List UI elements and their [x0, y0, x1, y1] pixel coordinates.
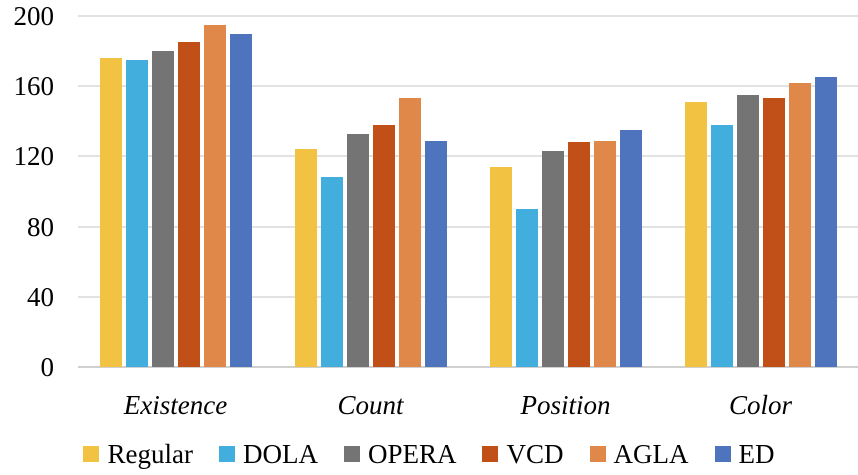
bar-ed-count — [424, 141, 447, 367]
y-axis-tick-label: 80 — [27, 211, 54, 242]
bar-dola-position — [515, 209, 538, 367]
bar-agla-color — [788, 83, 811, 367]
bar-ed-existence — [229, 34, 252, 367]
legend-item-ed: ED — [714, 438, 775, 470]
bar-regular-position — [489, 167, 512, 367]
x-axis-category-label: Color — [728, 390, 793, 420]
y-axis-tick-label: 160 — [13, 71, 55, 102]
bar-opera-color — [736, 95, 759, 367]
legend-swatch-icon — [714, 446, 731, 462]
legend-swatch-icon — [589, 446, 606, 462]
bar-group-color — [663, 77, 858, 367]
gridline — [78, 155, 858, 158]
legend-label: Regular — [107, 439, 193, 469]
bar-agla-position — [593, 141, 616, 367]
bar-group-existence — [78, 25, 273, 367]
bar-dola-count — [320, 177, 343, 367]
y-axis-tick-label: 200 — [13, 1, 55, 31]
bar-vcd-color — [762, 98, 785, 367]
bar-dola-existence — [125, 60, 148, 367]
legend-swatch-icon — [218, 446, 235, 462]
x-axis-category-label: Existence — [123, 390, 228, 420]
bar-agla-count — [398, 98, 421, 367]
bar-ed-color — [814, 77, 837, 367]
y-axis-tick-label: 120 — [13, 141, 55, 172]
legend-label: OPERA — [367, 439, 457, 469]
bar-vcd-existence — [177, 42, 200, 367]
bar-regular-count — [294, 149, 317, 367]
y-axis-tick-label: 0 — [40, 352, 55, 382]
y-axis-tick-label: 40 — [27, 281, 54, 312]
gridline — [78, 225, 858, 228]
legend-item-dola: DOLA — [218, 438, 318, 470]
legend-item-agla: AGLA — [589, 438, 689, 470]
legend-label: DOLA — [242, 439, 318, 469]
bar-regular-color — [684, 102, 707, 367]
x-axis-line — [78, 366, 858, 368]
x-axis-category-label: Position — [520, 390, 611, 420]
bar-vcd-count — [372, 125, 395, 367]
bar-group-position — [468, 130, 663, 367]
gridline — [78, 295, 858, 298]
legend-swatch-icon — [83, 446, 100, 462]
bar-opera-count — [346, 134, 369, 367]
legend-label: ED — [738, 439, 775, 469]
x-axis-category-label: Count — [337, 390, 404, 420]
legend-swatch-icon — [343, 446, 360, 462]
bar-opera-position — [541, 151, 564, 367]
legend-label: AGLA — [613, 439, 689, 469]
chart-legend: Regular DOLA OPERA VCD AGLA ED — [0, 438, 858, 470]
bar-opera-existence — [151, 51, 174, 367]
bar-regular-existence — [99, 58, 122, 367]
legend-swatch-icon — [482, 446, 499, 462]
legend-item-vcd: VCD — [482, 438, 564, 470]
gridline — [78, 85, 858, 88]
bar-ed-position — [619, 130, 642, 367]
legend-item-opera: OPERA — [343, 438, 457, 470]
legend-label: VCD — [506, 439, 564, 469]
bar-vcd-position — [567, 142, 590, 367]
bar-group-count — [273, 98, 468, 367]
legend-item-regular: Regular — [83, 438, 193, 470]
gridline — [78, 15, 858, 17]
bar-agla-existence — [203, 25, 226, 367]
bar-dola-color — [710, 125, 733, 367]
